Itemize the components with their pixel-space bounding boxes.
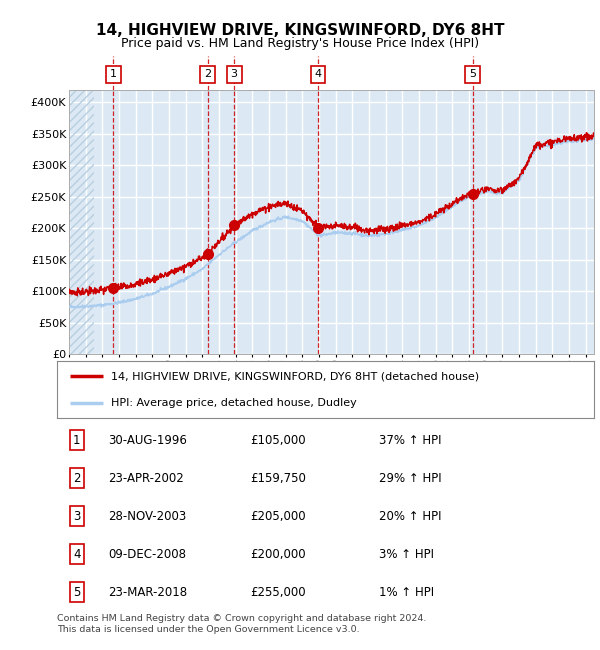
Text: £105,000: £105,000 xyxy=(250,434,306,447)
Text: 2: 2 xyxy=(73,472,80,485)
Text: 09-DEC-2008: 09-DEC-2008 xyxy=(108,547,186,560)
Text: Price paid vs. HM Land Registry's House Price Index (HPI): Price paid vs. HM Land Registry's House … xyxy=(121,37,479,50)
Text: 1% ↑ HPI: 1% ↑ HPI xyxy=(379,586,434,599)
Text: 2: 2 xyxy=(204,70,211,79)
Text: 1: 1 xyxy=(73,434,80,447)
Text: 37% ↑ HPI: 37% ↑ HPI xyxy=(379,434,442,447)
Text: HPI: Average price, detached house, Dudley: HPI: Average price, detached house, Dudl… xyxy=(111,398,356,408)
Text: 28-NOV-2003: 28-NOV-2003 xyxy=(108,510,186,523)
Text: £159,750: £159,750 xyxy=(250,472,306,485)
Text: 1: 1 xyxy=(110,70,117,79)
Text: 4: 4 xyxy=(314,70,322,79)
Text: 3% ↑ HPI: 3% ↑ HPI xyxy=(379,547,434,560)
Text: 30-AUG-1996: 30-AUG-1996 xyxy=(108,434,187,447)
Text: £205,000: £205,000 xyxy=(250,510,306,523)
Text: 23-APR-2002: 23-APR-2002 xyxy=(108,472,184,485)
Text: 5: 5 xyxy=(73,586,80,599)
Text: £255,000: £255,000 xyxy=(250,586,306,599)
Text: Contains HM Land Registry data © Crown copyright and database right 2024.
This d: Contains HM Land Registry data © Crown c… xyxy=(57,614,427,634)
Text: 5: 5 xyxy=(469,70,476,79)
Text: £200,000: £200,000 xyxy=(250,547,306,560)
Text: 20% ↑ HPI: 20% ↑ HPI xyxy=(379,510,442,523)
Text: 29% ↑ HPI: 29% ↑ HPI xyxy=(379,472,442,485)
Text: 14, HIGHVIEW DRIVE, KINGSWINFORD, DY6 8HT (detached house): 14, HIGHVIEW DRIVE, KINGSWINFORD, DY6 8H… xyxy=(111,371,479,381)
Text: 4: 4 xyxy=(73,547,80,560)
Text: 14, HIGHVIEW DRIVE, KINGSWINFORD, DY6 8HT: 14, HIGHVIEW DRIVE, KINGSWINFORD, DY6 8H… xyxy=(96,23,504,38)
Text: 3: 3 xyxy=(73,510,80,523)
Text: 3: 3 xyxy=(230,70,238,79)
Text: 23-MAR-2018: 23-MAR-2018 xyxy=(108,586,187,599)
